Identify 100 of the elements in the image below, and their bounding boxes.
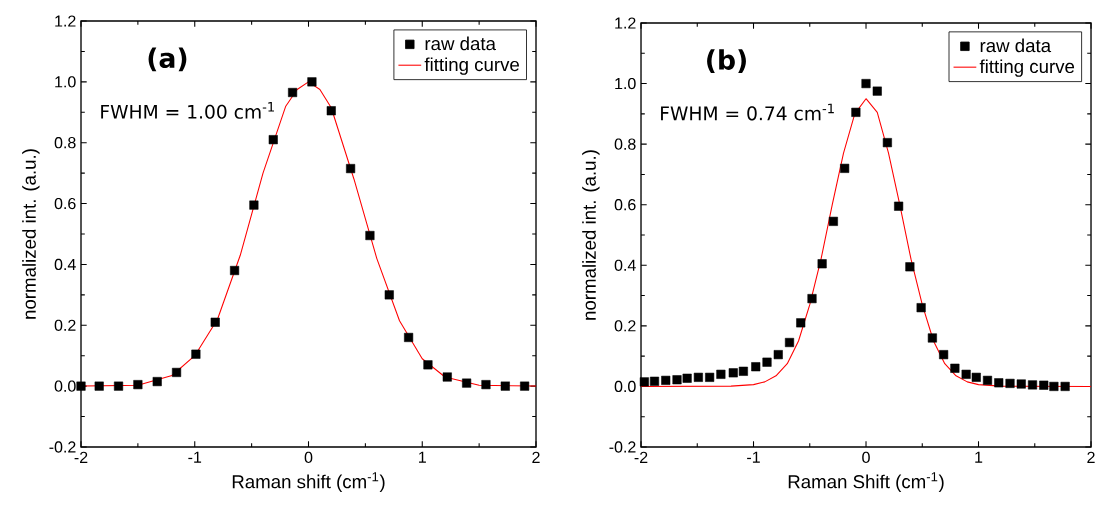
y-tick-label: -0.2	[49, 441, 76, 453]
point	[693, 372, 703, 382]
point	[982, 375, 993, 385]
point	[649, 376, 660, 386]
point	[796, 318, 806, 328]
point	[927, 333, 937, 343]
point	[672, 375, 682, 385]
point	[994, 378, 1004, 388]
y-tick-label: 1.2	[615, 17, 636, 29]
point	[442, 372, 452, 382]
point	[346, 164, 356, 174]
x-tick-label: 2	[1087, 451, 1095, 463]
point	[851, 107, 861, 117]
point	[751, 362, 761, 372]
point	[384, 290, 394, 300]
point	[268, 135, 278, 145]
point	[939, 350, 949, 360]
point	[916, 303, 926, 313]
x-tick-label: 2	[532, 451, 540, 463]
point	[861, 79, 871, 89]
x-axis-title: Raman shift (cm$^{-1}$)	[232, 472, 385, 493]
point	[716, 369, 726, 379]
y-tick-label: 1.0	[55, 76, 76, 88]
point	[288, 87, 298, 98]
point	[961, 369, 971, 379]
point	[365, 230, 375, 241]
y-tick-label: 0.0	[54, 380, 76, 392]
x-tick-label: 0	[862, 451, 870, 464]
point	[705, 372, 715, 382]
annotation: FWHM = 1.00 cm$^{-1}$	[101, 102, 274, 119]
point	[682, 373, 692, 383]
point	[738, 366, 748, 376]
point	[133, 380, 143, 390]
point	[423, 360, 433, 370]
annotation: (a)	[148, 47, 187, 72]
point	[1016, 379, 1026, 389]
x-tick-label: 0	[304, 451, 313, 464]
y-tick-label: 0.6	[614, 199, 636, 211]
point	[828, 216, 838, 226]
point	[249, 200, 259, 210]
annotation: (b)	[707, 49, 746, 74]
x-tick-label: -1	[747, 451, 760, 463]
point	[882, 138, 892, 148]
y-tick-label: 0.2	[614, 320, 636, 332]
point	[500, 381, 510, 391]
point	[307, 77, 317, 87]
point	[894, 201, 904, 211]
point	[639, 377, 649, 387]
y-tick-label: 0.6	[54, 197, 76, 210]
point	[1027, 380, 1038, 390]
x-tick-label: -2	[74, 451, 88, 463]
y-tick-label: 0.4	[614, 259, 636, 271]
x-axis-title: Raman Shift (cm$^{-1}$)	[788, 472, 944, 493]
point	[152, 377, 162, 387]
point	[784, 337, 795, 348]
y-tick-label: 0.2	[54, 319, 76, 331]
x-tick-label: -2	[634, 451, 648, 463]
point	[1049, 381, 1059, 391]
annotation: FWHM = 0.74 cm$^{-1}$	[661, 103, 834, 121]
point	[462, 378, 472, 388]
point	[114, 381, 124, 391]
y-tick-label: 0.8	[614, 138, 636, 150]
legend-label: fitting curve	[979, 59, 1075, 77]
x-tick-label: 1	[419, 451, 426, 463]
y-tick-label: 0.0	[614, 380, 636, 393]
y-tick-label: 0.8	[54, 137, 76, 149]
point	[94, 381, 104, 391]
y-tick-label: -0.2	[609, 441, 636, 453]
x-tick-label: -1	[188, 451, 202, 463]
point	[950, 363, 960, 373]
point	[840, 163, 850, 173]
legend-label: raw data	[425, 36, 496, 51]
point	[1039, 380, 1049, 390]
point	[971, 372, 981, 382]
point	[905, 262, 915, 272]
point	[661, 375, 671, 385]
point	[191, 349, 201, 359]
point	[1005, 378, 1015, 388]
point	[762, 357, 772, 367]
point	[76, 381, 86, 391]
legend-label: raw data	[980, 38, 1052, 53]
y-axis-title: normalized int. (a.u.)	[582, 150, 600, 320]
point	[210, 317, 220, 327]
point	[728, 368, 738, 378]
y-tick-label: 1.2	[55, 15, 76, 27]
point	[520, 381, 530, 391]
y-axis-title: normalized int. (a.u.)	[22, 149, 40, 319]
point	[230, 265, 240, 276]
point	[872, 86, 882, 96]
x-tick-label: 1	[975, 451, 983, 463]
point	[326, 106, 336, 116]
point	[1060, 381, 1070, 391]
point	[807, 294, 817, 304]
y-tick-label: 0.4	[54, 258, 76, 271]
point	[172, 367, 182, 377]
point	[817, 259, 827, 269]
legend-label: fitting curve	[424, 57, 519, 75]
y-tick-label: 1.0	[615, 77, 636, 90]
point	[404, 332, 414, 342]
point	[481, 380, 491, 390]
